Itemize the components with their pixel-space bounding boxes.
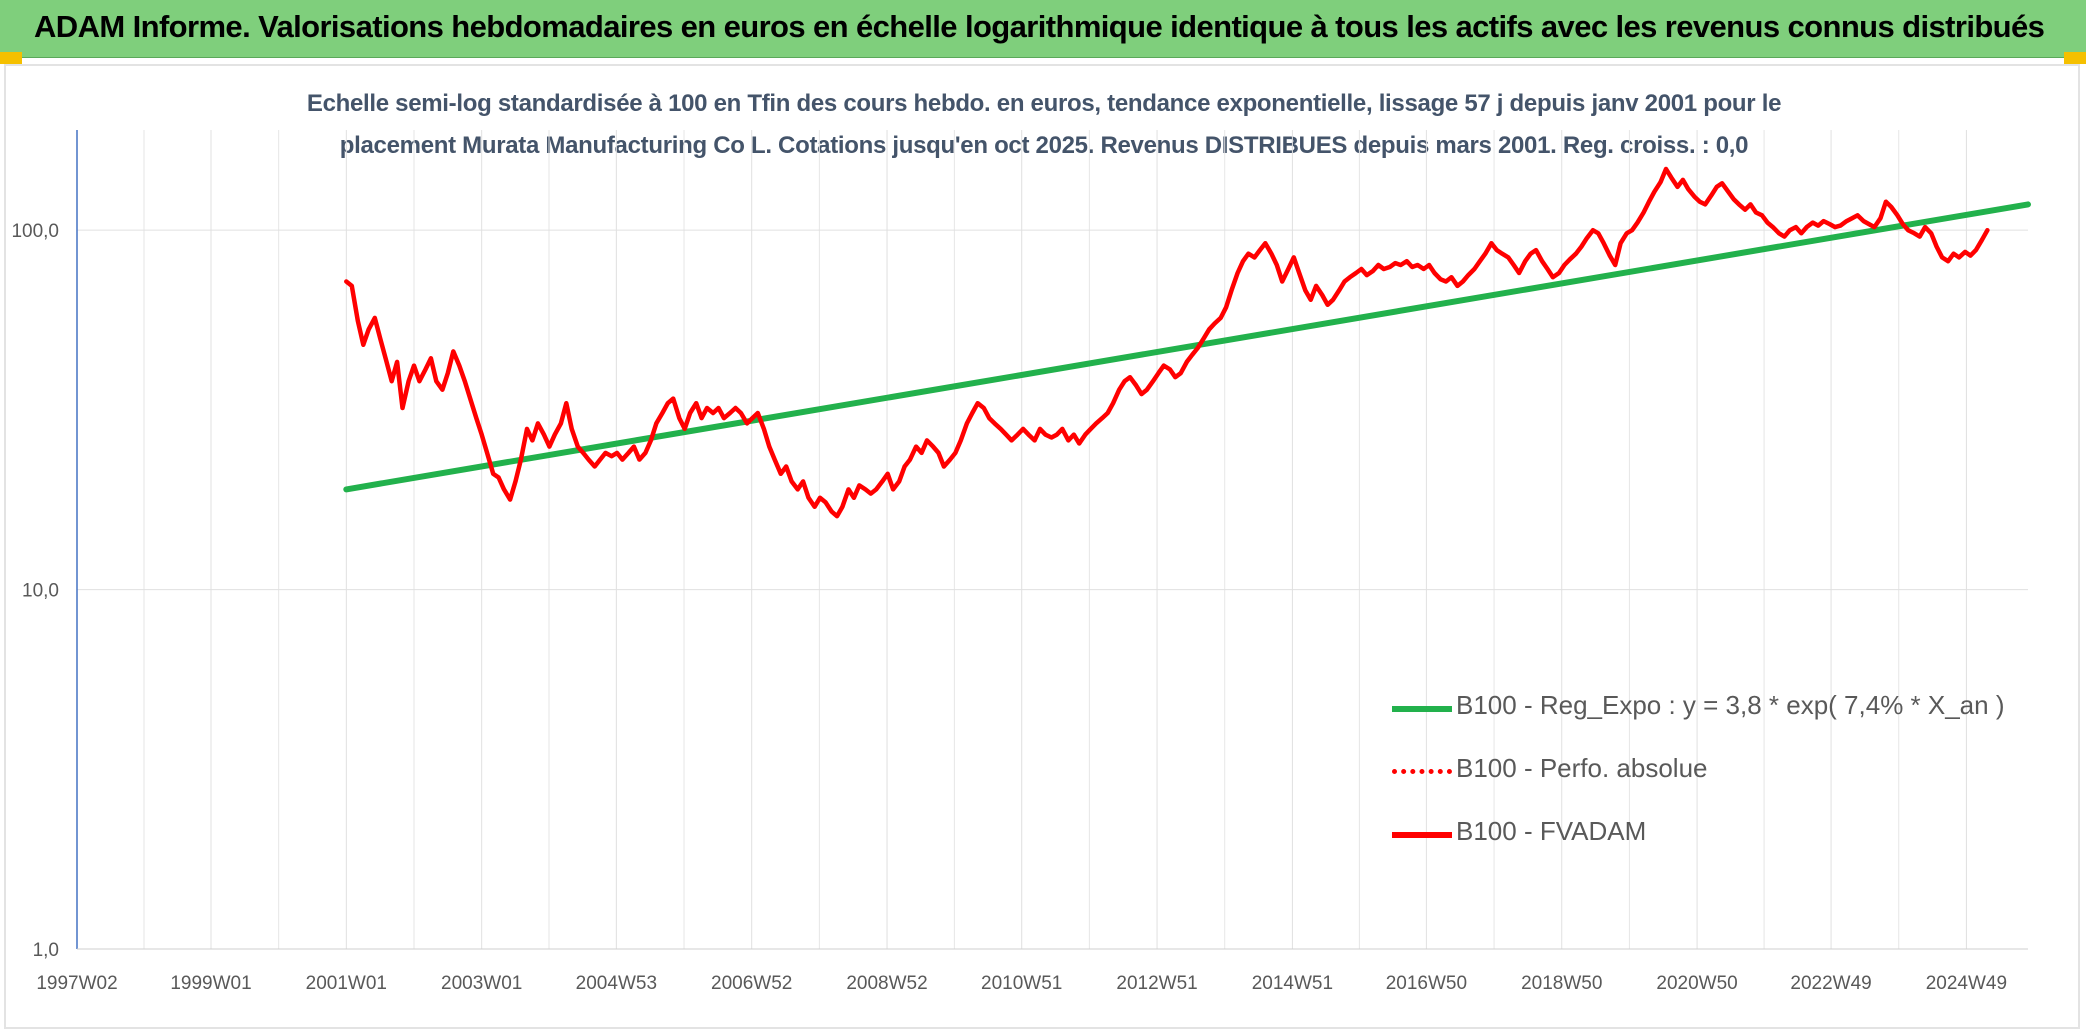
x-tick-label: 2004W53 xyxy=(576,973,657,994)
report-title: ADAM Informe. Valorisations hebdomadaire… xyxy=(34,9,2045,44)
x-tick-label: 2006W52 xyxy=(711,973,792,994)
axes: 1,0 10,0 100,0 1997W02 1999W01 2001W01 2003W01… xyxy=(11,130,2028,994)
x-tick-label: 2020W50 xyxy=(1656,973,1737,994)
y-tick-label: 10,0 xyxy=(22,581,59,602)
x-tick-label: 2008W52 xyxy=(846,973,927,994)
y-tick-label: 1,0 xyxy=(33,940,59,961)
legend-swatch-perfo xyxy=(1392,769,1452,774)
legend-swatch-fvadam xyxy=(1392,832,1452,838)
chart-title-line-1: Echelle semi-log standardisée à 100 en T… xyxy=(306,90,1782,117)
x-tick-label: 2010W51 xyxy=(981,973,1062,994)
regression-line xyxy=(343,201,2031,493)
report-banner: ADAM Informe. Valorisations hebdomadaire… xyxy=(0,0,2086,58)
x-tick-label: 2001W01 xyxy=(306,973,387,994)
x-tick-label: 2018W50 xyxy=(1521,973,1602,994)
x-tick-label: 2016W50 xyxy=(1386,973,1467,994)
x-tick-label: 2012W51 xyxy=(1116,973,1197,994)
corner-marker-left xyxy=(0,52,22,64)
series-layer xyxy=(343,166,2031,519)
legend-label-fvadam: B100 - FVADAM xyxy=(1456,816,1647,846)
x-tick-label: 2014W51 xyxy=(1252,973,1333,994)
corner-marker-right xyxy=(2064,52,2086,64)
chart-title-line-2: placement Murata Manufacturing Co L. Cot… xyxy=(339,132,1749,159)
legend-label-perfo: B100 - Perfo. absolue xyxy=(1456,753,1708,783)
legend-label-regression: B100 - Reg_Expo : y = 3,8 * exp( 7,4% * … xyxy=(1456,690,2005,720)
x-tick-label: 2024W49 xyxy=(1926,973,2007,994)
x-tick-label: 2022W49 xyxy=(1790,973,1871,994)
chart-frame xyxy=(4,64,2080,1029)
x-tick-label: 1997W02 xyxy=(36,973,117,994)
fvadam-line xyxy=(344,166,1990,519)
x-tick-label: 1999W01 xyxy=(170,973,251,994)
legend-swatch-regression xyxy=(1392,706,1452,712)
x-tick-label: 2003W01 xyxy=(441,973,522,994)
y-tick-label: 100,0 xyxy=(11,221,59,242)
